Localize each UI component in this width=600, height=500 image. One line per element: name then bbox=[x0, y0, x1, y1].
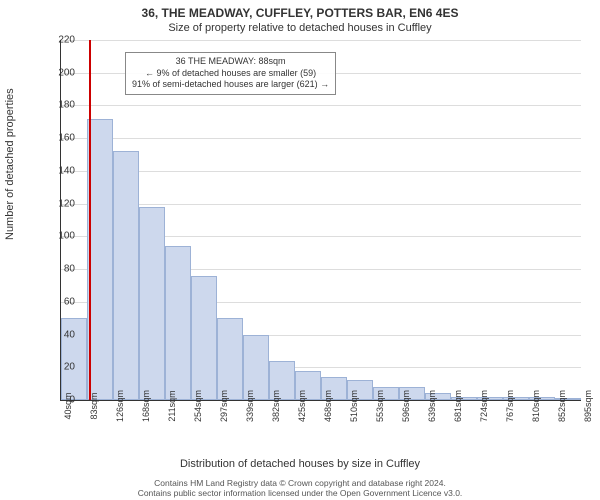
histogram-bar bbox=[113, 151, 139, 400]
histogram-bar bbox=[139, 207, 165, 400]
y-axis-label: Number of detached properties bbox=[4, 88, 16, 240]
info-line3: 91% of semi-detached houses are larger (… bbox=[132, 79, 329, 91]
ytick-label: 120 bbox=[45, 198, 75, 209]
footnote: Contains HM Land Registry data © Crown c… bbox=[0, 478, 600, 498]
xtick-label: 339sqm bbox=[245, 390, 255, 422]
chart-title-main: 36, THE MEADWAY, CUFFLEY, POTTERS BAR, E… bbox=[0, 6, 600, 20]
info-line1: 36 THE MEADWAY: 88sqm bbox=[132, 56, 329, 68]
ytick-label: 60 bbox=[45, 296, 75, 307]
xtick-label: 40sqm bbox=[63, 392, 73, 419]
info-box: 36 THE MEADWAY: 88sqm ← 9% of detached h… bbox=[125, 52, 336, 95]
x-axis-label: Distribution of detached houses by size … bbox=[0, 458, 600, 470]
ytick-label: 180 bbox=[45, 100, 75, 111]
info-line2: ← 9% of detached houses are smaller (59) bbox=[132, 68, 329, 80]
ytick-label: 220 bbox=[45, 35, 75, 46]
ytick-label: 40 bbox=[45, 329, 75, 340]
xtick-label: 297sqm bbox=[219, 390, 229, 422]
grid-line bbox=[61, 171, 581, 172]
ytick-label: 160 bbox=[45, 133, 75, 144]
subject-marker-line bbox=[89, 40, 91, 400]
footnote-line2: Contains public sector information licen… bbox=[0, 488, 600, 498]
xtick-label: 852sqm bbox=[557, 390, 567, 422]
ytick-label: 20 bbox=[45, 362, 75, 373]
chart-container: 36, THE MEADWAY, CUFFLEY, POTTERS BAR, E… bbox=[0, 0, 600, 500]
ytick-label: 100 bbox=[45, 231, 75, 242]
ytick-label: 200 bbox=[45, 67, 75, 78]
ytick-label: 140 bbox=[45, 165, 75, 176]
xtick-label: 596sqm bbox=[401, 390, 411, 422]
histogram-bar bbox=[191, 276, 217, 400]
xtick-label: 468sqm bbox=[323, 390, 333, 422]
histogram-bar bbox=[217, 318, 243, 400]
xtick-label: 211sqm bbox=[167, 390, 177, 421]
xtick-label: 553sqm bbox=[375, 390, 385, 422]
chart-title-sub: Size of property relative to detached ho… bbox=[0, 22, 600, 34]
grid-line bbox=[61, 204, 581, 205]
xtick-label: 382sqm bbox=[271, 390, 281, 422]
xtick-label: 681sqm bbox=[453, 390, 463, 422]
xtick-label: 724sqm bbox=[479, 390, 489, 422]
ytick-label: 80 bbox=[45, 264, 75, 275]
histogram-bar bbox=[165, 246, 191, 400]
xtick-label: 168sqm bbox=[141, 390, 151, 422]
footnote-line1: Contains HM Land Registry data © Crown c… bbox=[0, 478, 600, 488]
grid-line bbox=[61, 105, 581, 106]
xtick-label: 425sqm bbox=[297, 390, 307, 422]
xtick-label: 639sqm bbox=[427, 390, 437, 422]
xtick-label: 83sqm bbox=[89, 392, 99, 419]
xtick-label: 895sqm bbox=[583, 390, 593, 422]
xtick-label: 510sqm bbox=[349, 390, 359, 422]
xtick-label: 767sqm bbox=[505, 390, 515, 422]
xtick-label: 254sqm bbox=[193, 390, 203, 422]
grid-line bbox=[61, 40, 581, 41]
xtick-label: 810sqm bbox=[531, 390, 541, 422]
xtick-label: 126sqm bbox=[115, 390, 125, 422]
grid-line bbox=[61, 138, 581, 139]
